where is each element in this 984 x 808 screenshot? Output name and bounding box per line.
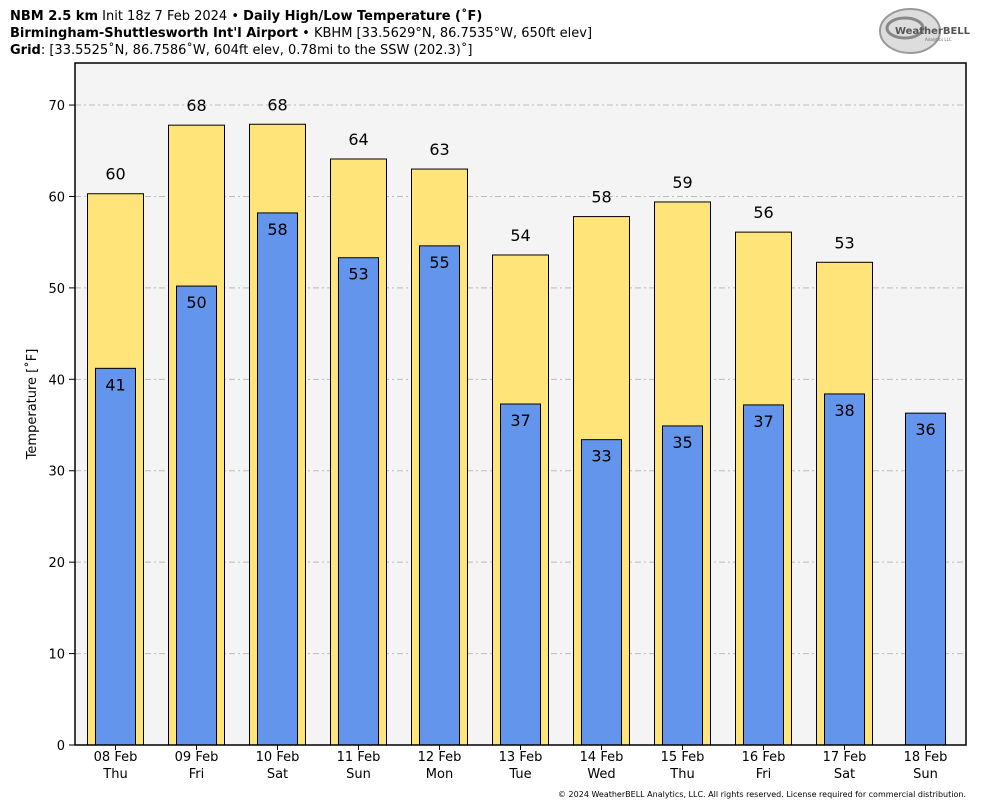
value-label: 56	[753, 203, 773, 222]
x-tick-label: 18 Feb	[904, 750, 948, 765]
value-label: 35	[672, 433, 692, 452]
x-tick-label: 17 Feb	[823, 750, 867, 765]
x-tick-label: 13 Feb	[499, 750, 543, 765]
header-line-2: Birmingham-Shuttlesworth Int'l Airport •…	[10, 26, 592, 41]
bar-low	[500, 403, 541, 746]
value-label: 33	[591, 447, 611, 466]
station-info: KBHM [33.5629°N, 86.7535°W, 650ft elev]	[314, 26, 592, 41]
plot-frame	[74, 62, 967, 746]
value-label: 53	[834, 233, 854, 252]
model: NBM 2.5 km	[10, 9, 98, 24]
bar-low	[176, 285, 217, 746]
separator: •	[302, 26, 310, 41]
grid-label: Grid	[10, 43, 41, 58]
x-tick-sublabel: Thu	[102, 767, 127, 782]
bar-low	[419, 245, 460, 746]
bar-low	[581, 439, 622, 746]
logo-text: WeatherBELL	[895, 26, 971, 37]
bar-low	[905, 412, 946, 746]
footer: © 2024 WeatherBELL Analytics, LLC. All r…	[558, 790, 966, 799]
bar-low	[338, 257, 379, 746]
x-tick-sublabel: Sat	[834, 767, 855, 782]
x-tick-label: 14 Feb	[580, 750, 624, 765]
value-label: 58	[591, 188, 611, 207]
value-label: 60	[105, 165, 125, 184]
x-tick-sublabel: Wed	[587, 767, 615, 782]
y-tick-label: 50	[48, 282, 65, 297]
bar-low	[257, 212, 298, 746]
y-tick-label: 70	[48, 99, 65, 114]
y-tick-label: 20	[48, 556, 65, 571]
x-tick-label: 08 Feb	[94, 750, 138, 765]
header-line-3: Grid: [33.5525˚N, 86.7586˚W, 604ft elev,…	[10, 42, 472, 58]
product: Daily High/Low Temperature (˚F)	[243, 8, 482, 24]
bar-low	[824, 393, 865, 746]
station: Birmingham-Shuttlesworth Int'l Airport	[10, 26, 298, 41]
bar-low	[95, 367, 136, 746]
value-label: 68	[186, 96, 206, 115]
value-label: 36	[915, 420, 935, 439]
x-tick-label: 12 Feb	[418, 750, 462, 765]
x-tick-label: 09 Feb	[175, 750, 219, 765]
value-label: 63	[429, 140, 449, 159]
separator: •	[231, 9, 239, 24]
value-label: 58	[267, 220, 287, 239]
x-tick-sublabel: Sun	[346, 767, 371, 782]
y-tick-label: 30	[48, 465, 65, 480]
logo-sub: Analytics LLC	[925, 37, 952, 42]
value-label: 64	[348, 130, 368, 149]
y-tick-label: 60	[48, 190, 65, 205]
value-label: 37	[753, 412, 773, 431]
y-tick-label: 0	[57, 739, 65, 754]
value-label: 54	[510, 226, 530, 245]
value-label: 59	[672, 173, 692, 192]
x-tick-sublabel: Thu	[669, 767, 694, 782]
bar-low	[662, 425, 703, 746]
init: Init 18z 7 Feb 2024	[102, 9, 227, 24]
x-tick-sublabel: Sun	[913, 767, 938, 782]
logo: WeatherBELL Analytics LLC	[879, 8, 971, 54]
x-tick-label: 16 Feb	[742, 750, 786, 765]
value-label: 37	[510, 411, 530, 430]
value-label: 50	[186, 293, 206, 312]
value-label: 41	[105, 375, 125, 394]
value-label: 55	[429, 253, 449, 272]
x-tick-label: 15 Feb	[661, 750, 705, 765]
x-tick-sublabel: Sat	[267, 767, 288, 782]
x-tick-sublabel: Fri	[756, 767, 772, 782]
value-label: 38	[834, 401, 854, 420]
x-tick-label: 11 Feb	[337, 750, 381, 765]
y-axis-label: Temperature [˚F]	[24, 349, 40, 461]
x-tick-sublabel: Mon	[426, 767, 453, 782]
y-tick-label: 40	[48, 373, 65, 388]
x-tick-label: 10 Feb	[256, 750, 300, 765]
y-tick-label: 10	[48, 648, 65, 663]
x-tick-sublabel: Fri	[189, 767, 205, 782]
value-label: 68	[267, 95, 287, 114]
grid-info: : [33.5525˚N, 86.7586˚W, 604ft elev, 0.7…	[41, 42, 473, 58]
x-tick-sublabel: Tue	[508, 767, 531, 782]
bar-low	[743, 404, 784, 746]
value-label: 53	[348, 265, 368, 284]
header-line-1: NBM 2.5 km Init 18z 7 Feb 2024 • Daily H…	[10, 8, 482, 24]
